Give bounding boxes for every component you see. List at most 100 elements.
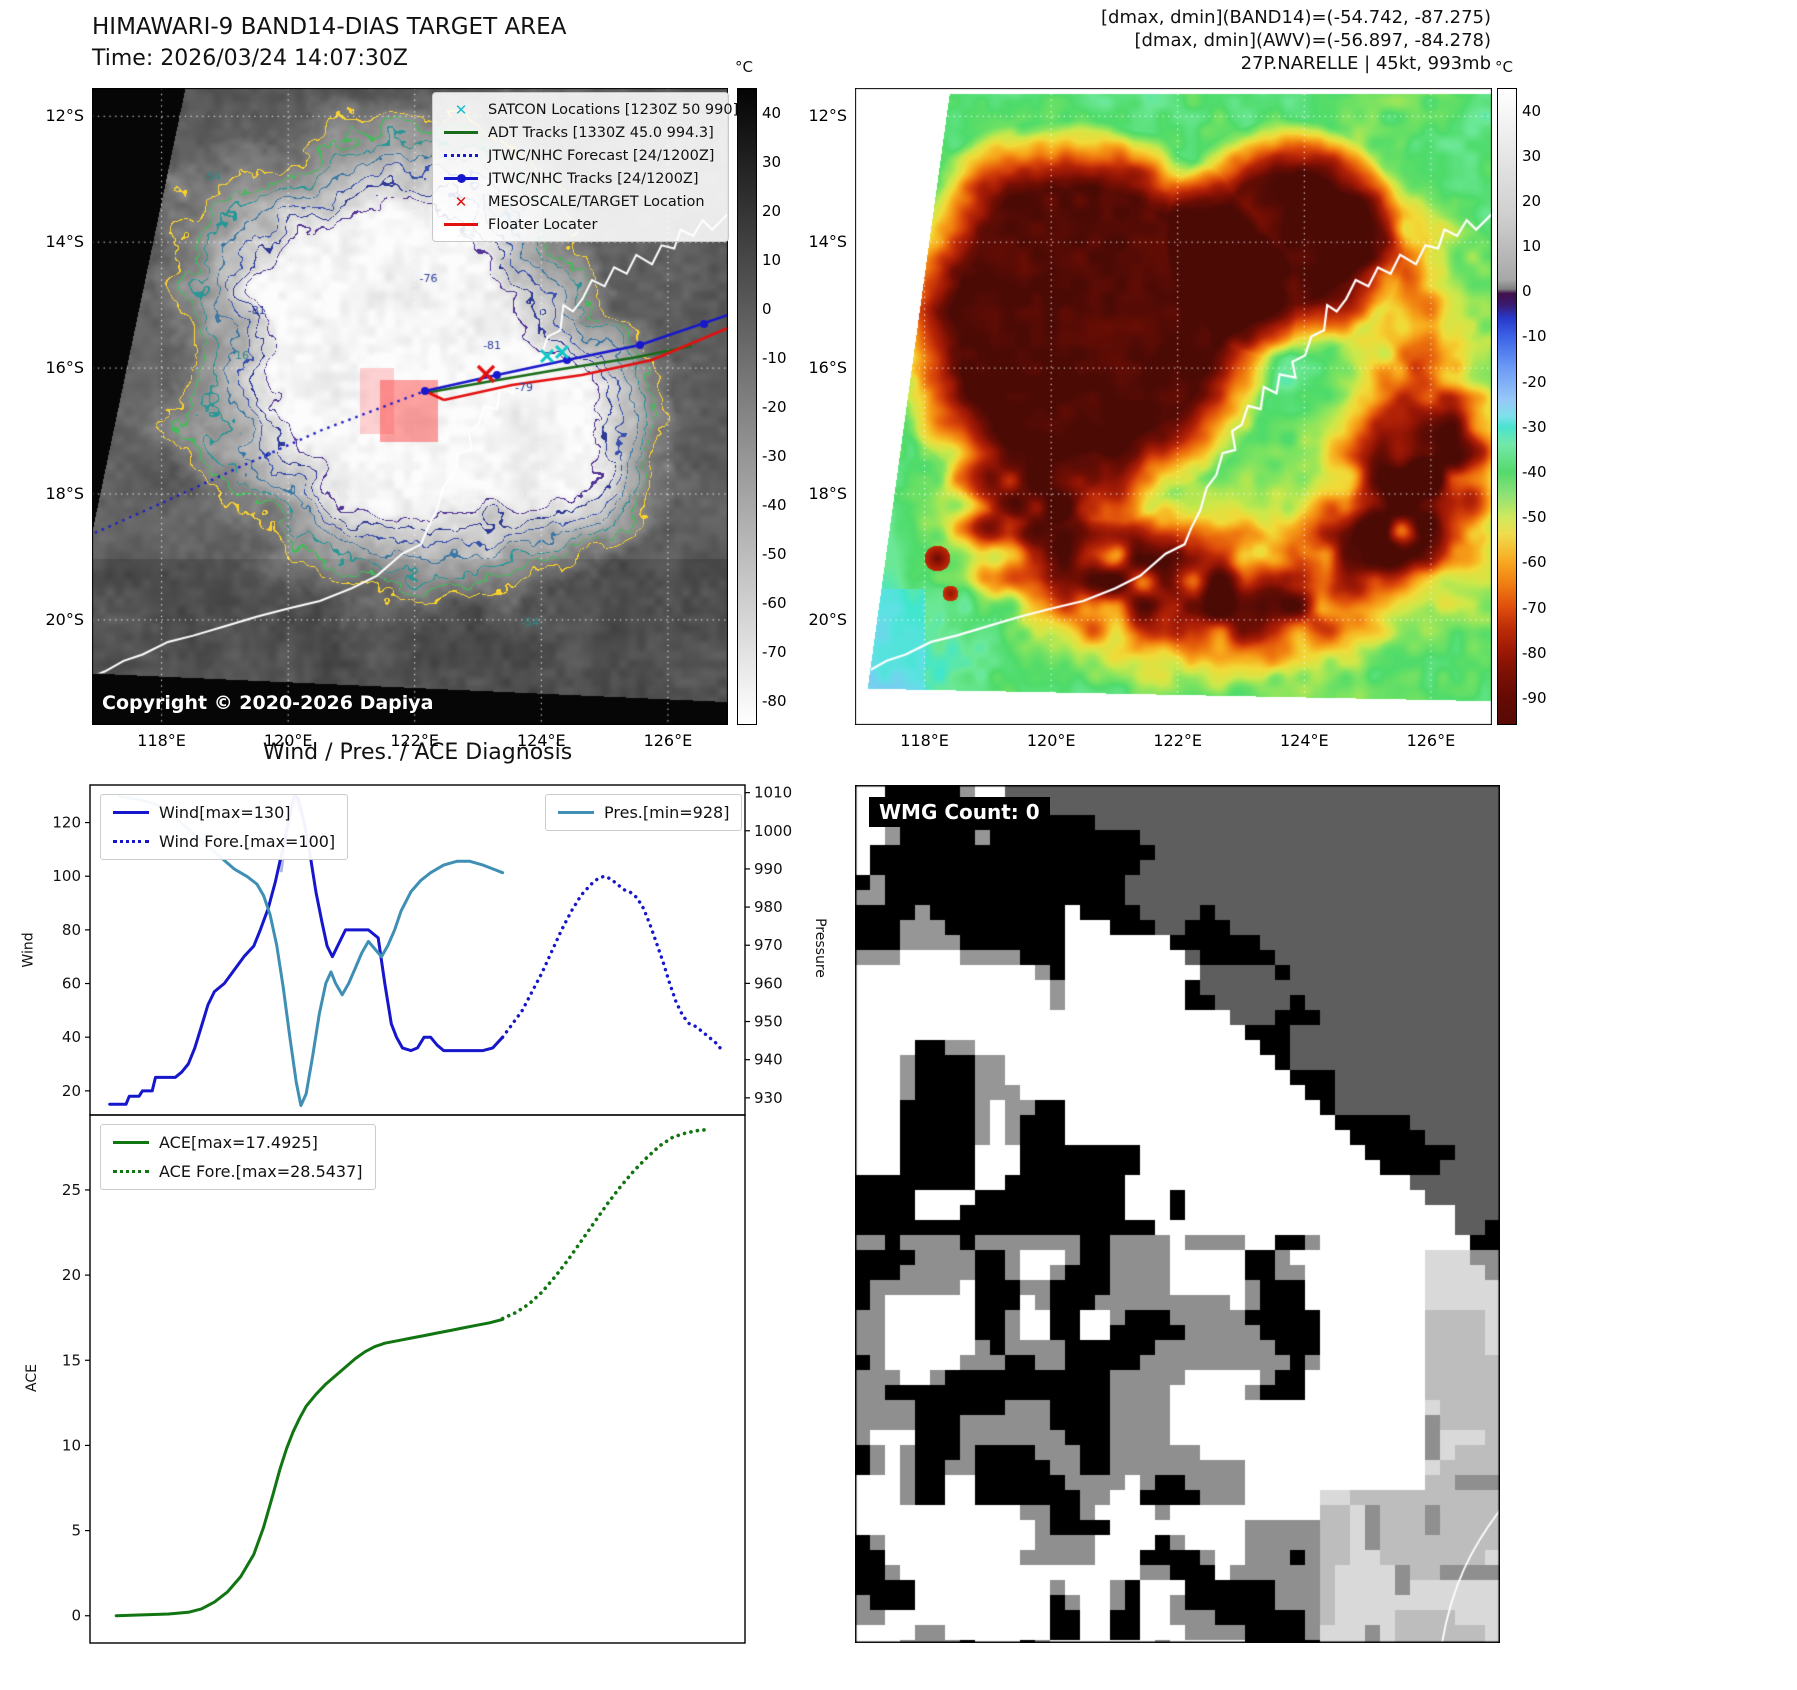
panel_band14-y-tick-label: 14°S (45, 232, 84, 252)
legend-label: Pres.[min=928] (604, 803, 730, 822)
band14-colorbar-unit: °C (735, 58, 753, 76)
panel_awv-y-tick-label: 12°S (808, 106, 847, 126)
panel_band14-y-tick-label: 12°S (45, 106, 84, 126)
band14-legend: ✕ SATCON Locations [1230Z 50 990] ADT Trac… (432, 92, 739, 242)
panel_band14-colorbar-tick-label: -60 (762, 593, 787, 612)
wmg-count-map (855, 785, 1500, 1643)
y2-tick-label: 940 (754, 1051, 783, 1069)
line-marker-icon (443, 125, 479, 141)
y2-tick-label: 970 (754, 936, 783, 954)
wind-axis-label: Wind (20, 932, 37, 968)
panel_awv-colorbar-tick-label: -40 (1522, 463, 1547, 481)
panel_band14-colorbar-tick-label: -40 (762, 495, 787, 514)
legend-item: ✕ SATCON Locations [1230Z 50 990] (443, 100, 739, 119)
panel_band14-colorbar-tick-label: 0 (762, 299, 772, 318)
band14-title: HIMAWARI-9 BAND14-DIAS TARGET AREA (92, 14, 567, 40)
y2-tick-label: 1010 (754, 784, 792, 802)
panel_band14-colorbar-tick-label: 20 (762, 201, 782, 220)
awv-satellite-map (855, 88, 1492, 725)
panel_awv-y-tick-label: 20°S (808, 609, 847, 629)
panel_awv-colorbar-tick-label: -80 (1522, 643, 1547, 662)
ace-axis-label: ACE (23, 1364, 40, 1392)
legend-item: Pres.[min=928] (558, 803, 729, 822)
y2-tick-label: 990 (754, 860, 783, 878)
panel_awv-x-tick-label: 122°E (1153, 731, 1203, 750)
legend-item: JTWC/NHC Forecast [24/1200Z] (443, 146, 718, 165)
awv-header: [dmax, dmin](BAND14)=(-54.742, -87.275) … (1101, 6, 1491, 75)
legend-label: Floater Locater (488, 216, 598, 233)
y-tick-label: 15 (62, 1351, 81, 1369)
pressure-line-sample-icon (558, 811, 594, 814)
pressure-legend: Pres.[min=928] (545, 794, 743, 831)
series-ACE Fore.[max=28.5437] (500, 1127, 711, 1321)
ace-fore-line-sample-icon (113, 1170, 149, 1173)
legend-label: Wind[max=130] (159, 803, 291, 822)
panel_band14-x-tick-label: 118°E (137, 731, 186, 750)
panel_band14-colorbar-tick-label: -10 (762, 348, 787, 367)
panel_awv-x-tick-label: 118°E (900, 731, 949, 750)
panel_awv-x-tick-label: 120°E (1026, 731, 1076, 750)
panel_awv-colorbar-tick-label: 0 (1522, 282, 1532, 301)
panel_awv-y-tick-label: 16°S (808, 358, 847, 378)
y-tick-label: 60 (62, 975, 81, 993)
panel_band14-colorbar-tick-label: -50 (762, 544, 787, 563)
legend-label: Wind Fore.[max=100] (159, 832, 336, 851)
panel_awv-colorbar-tick-label: 30 (1522, 146, 1542, 165)
panel_band14-colorbar-tick-label: 30 (762, 152, 782, 171)
y2-tick-label: 1000 (754, 822, 792, 840)
y-tick-label: 40 (62, 1028, 81, 1046)
panel_band14-x-tick-label: 120°E (263, 731, 313, 750)
legend-item: ADT Tracks [1330Z 45.0 994.3] (443, 123, 718, 142)
panel_awv-colorbar-tick-label: -60 (1522, 553, 1547, 572)
panel_awv-colorbar-tick-label: -70 (1522, 598, 1547, 617)
panel_band14-colorbar-tick-label: -30 (762, 446, 787, 465)
dotted-marker-icon (443, 148, 479, 164)
panel_awv-y-tick-label: 14°S (808, 232, 847, 252)
panel_awv-colorbar-tick-label: -90 (1522, 688, 1547, 707)
panel_band14-x-tick-label: 126°E (643, 731, 693, 750)
panel_awv-y-tick-label: 18°S (808, 484, 847, 503)
legend-item: ✕ MESOSCALE/TARGET Location (443, 192, 718, 211)
panel_band14-colorbar-tick-label: 40 (762, 103, 782, 122)
line-marker-icon (443, 217, 479, 233)
legend-item: JTWC/NHC Tracks [24/1200Z] (443, 169, 718, 188)
legend-label: ACE[max=17.4925] (159, 1133, 318, 1152)
legend-label: JTWC/NHC Forecast [24/1200Z] (488, 147, 715, 164)
line-dot-marker-icon (443, 171, 479, 187)
y-tick-label: 10 (62, 1436, 81, 1454)
ace-line-sample-icon (113, 1141, 149, 1144)
awv-header-line-awv: [dmax, dmin](AWV)=(-56.897, -84.278) (1134, 30, 1491, 51)
y-tick-label: 25 (62, 1181, 81, 1199)
wmg-count-label: WMG Count: 0 (869, 797, 1050, 827)
legend-item: Wind Fore.[max=100] (113, 832, 335, 851)
panel_awv-x-tick-label: 124°E (1279, 731, 1329, 750)
legend-label: ADT Tracks [1330Z 45.0 994.3] (488, 124, 714, 141)
y-tick-label: 5 (71, 1522, 81, 1540)
series-ACE[max=17.4925] (114, 1317, 505, 1618)
panel_band14-x-tick-label: 122°E (390, 731, 440, 750)
series-Wind Fore.[max=100] (500, 874, 722, 1050)
panel_awv-colorbar-tick-label: -20 (1522, 372, 1547, 391)
y-tick-label: 0 (71, 1607, 81, 1625)
panel_band14-y-tick-label: 20°S (45, 609, 84, 629)
y-tick-label: 80 (62, 921, 81, 939)
panel_band14-colorbar-tick-label: 10 (762, 250, 782, 269)
legend-item: Wind[max=130] (113, 803, 335, 822)
wind-fore-line-sample-icon (113, 840, 149, 843)
y2-tick-label: 950 (754, 1013, 783, 1031)
awv-colorbar (1497, 88, 1517, 725)
y2-tick-label: 960 (754, 974, 783, 992)
band14-copyright: Copyright © 2020-2026 Dapiya (102, 692, 434, 714)
storm-id-label: 27P.NARELLE | 45kt, 993mb (1240, 53, 1491, 74)
panel_band14-colorbar-tick-label: -70 (762, 642, 787, 661)
wind-legend: Wind[max=130] Wind Fore.[max=100] (100, 794, 349, 860)
y-tick-label: 20 (62, 1082, 81, 1100)
panel_band14-y-tick-label: 16°S (45, 358, 84, 378)
plot-border (89, 1114, 746, 1644)
diagnosis-charts: 2040608010012093094095096097098099010001… (52, 784, 792, 1644)
panel_band14-colorbar-tick-label: -20 (762, 397, 787, 416)
ace-legend: ACE[max=17.4925] ACE Fore.[max=28.5437] (100, 1124, 376, 1190)
x-marker-icon: ✕ (454, 100, 468, 119)
pressure-axis-label: Pressure (811, 918, 828, 978)
